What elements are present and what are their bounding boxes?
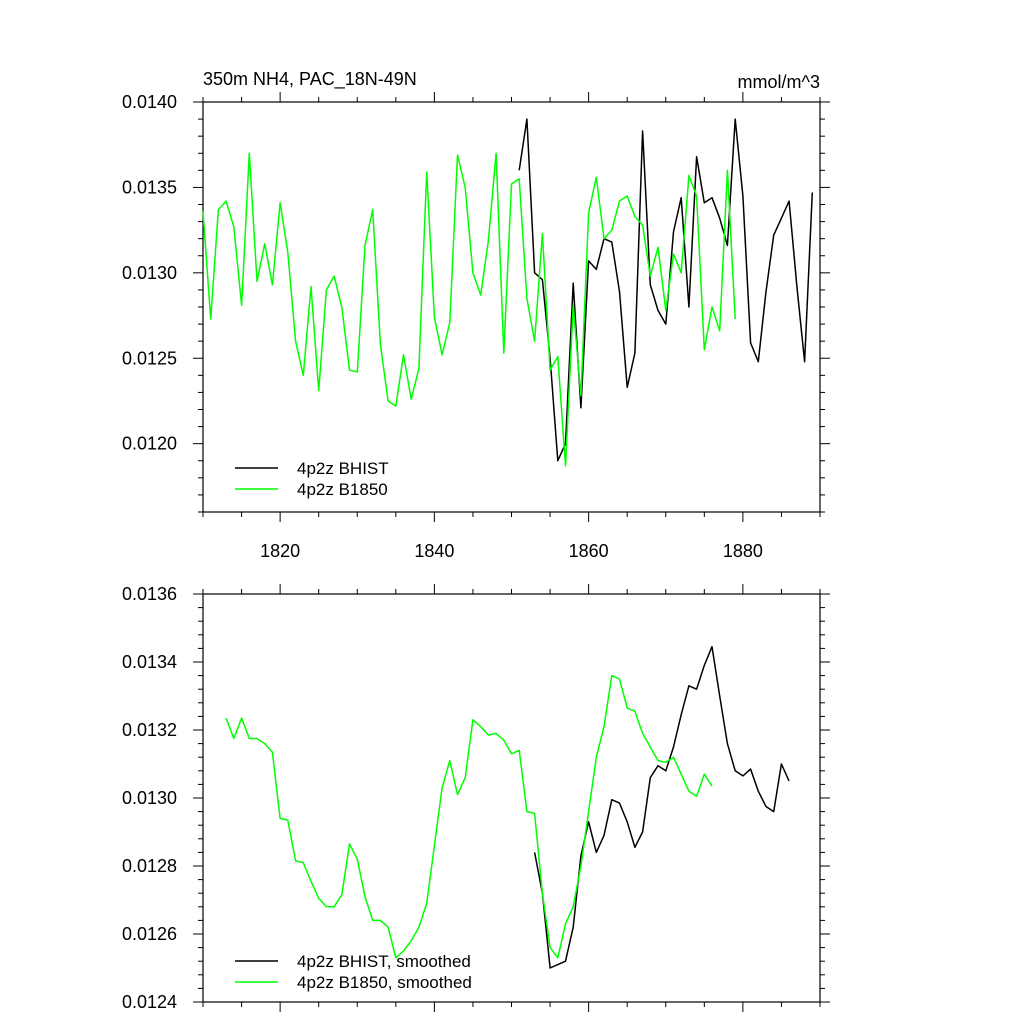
x-tick-label: 1820 <box>260 541 300 561</box>
x-axis <box>202 584 821 1012</box>
chart-title: 350m NH4, PAC_18N-49N <box>203 69 417 90</box>
y-tick-label: 0.0120 <box>122 434 177 454</box>
y-axis: 0.0124 0.0126 0.0128 0.0130 0.0132 0.0134 0.01… <box>122 584 830 1012</box>
plot-frame <box>202 101 821 513</box>
series-line-0 <box>533 645 790 969</box>
x-tick-label: 1840 <box>414 541 454 561</box>
top-panel: 350m NH4, PAC_18N-49N mmol/m^3 1820 1840 1… <box>122 69 830 561</box>
y-tick-label: 0.0126 <box>122 924 177 944</box>
y-tick-label: 0.0130 <box>122 263 177 283</box>
legend-label-b1850-smoothed: 4p2z B1850, smoothed <box>297 973 472 992</box>
bottom-panel: 0.0124 0.0126 0.0128 0.0130 0.0132 0.0134 0.01… <box>122 584 830 1012</box>
y-tick-label: 0.0128 <box>122 856 177 876</box>
legend: 4p2z BHIST, smoothed 4p2z B1850, smoothe… <box>235 952 472 992</box>
series-line-1 <box>202 152 736 467</box>
plot-frame <box>202 593 821 1003</box>
x-tick-label: 1860 <box>569 541 609 561</box>
units-label: mmol/m^3 <box>738 72 820 92</box>
y-tick-label: 0.0140 <box>122 92 177 112</box>
y-axis: 0.0120 0.0125 0.0130 0.0135 0.0140 <box>122 92 830 513</box>
y-tick-label: 0.0124 <box>122 992 177 1012</box>
y-tick-label: 0.0130 <box>122 788 177 808</box>
legend-label-bhist-smoothed: 4p2z BHIST, smoothed <box>297 952 471 971</box>
legend: 4p2z BHIST 4p2z B1850 <box>235 459 389 499</box>
x-axis: 1820 1840 1860 1880 <box>202 92 821 561</box>
y-tick-label: 0.0136 <box>122 584 177 604</box>
legend-label-b1850: 4p2z B1850 <box>297 480 388 499</box>
series-group <box>202 118 814 467</box>
series-line-0 <box>518 118 814 462</box>
y-tick-label: 0.0135 <box>122 177 177 197</box>
y-tick-label: 0.0132 <box>122 720 177 740</box>
y-tick-label: 0.0125 <box>122 348 177 368</box>
series-group <box>225 645 790 969</box>
x-tick-label: 1880 <box>723 541 763 561</box>
legend-label-bhist: 4p2z BHIST <box>297 459 389 478</box>
series-line-1 <box>225 674 713 959</box>
y-tick-label: 0.0134 <box>122 652 177 672</box>
